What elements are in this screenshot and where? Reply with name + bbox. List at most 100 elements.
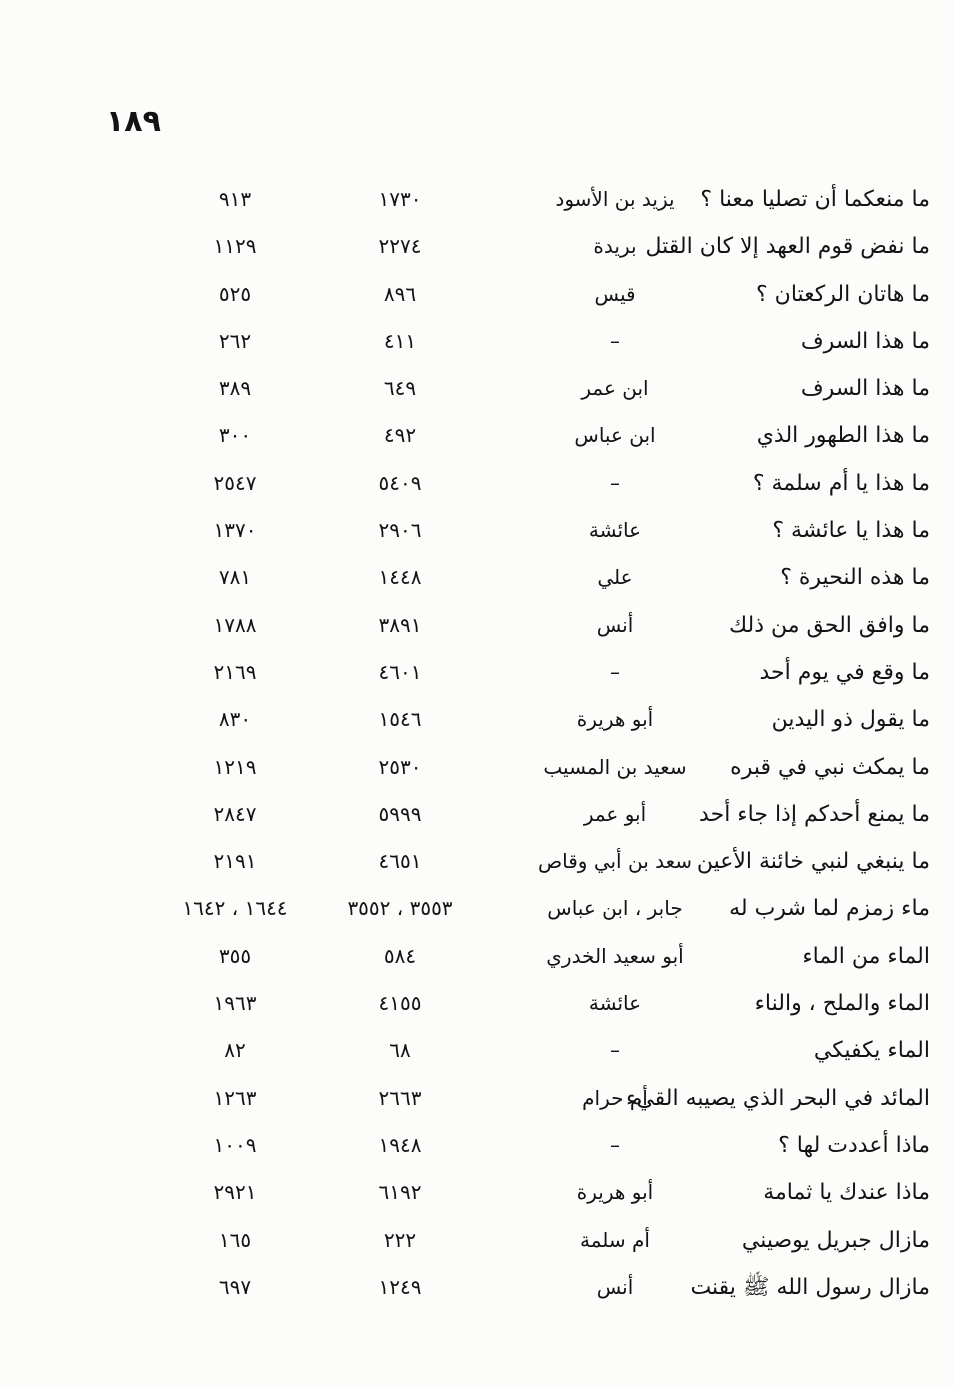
narrator-cell: جابر ، ابن عباس [547, 896, 683, 921]
table-row: مازال رسول الله ﷺ يقنت أنس ١٢٤٩ ٦٩٧ [0, 1264, 954, 1311]
hadith-text-cell: ما وافق الحق من ذلك [729, 612, 930, 638]
table-row: ماذا عندك يا ثمامة أبو هريرة ٦١٩٢ ٢٩٢١ [0, 1169, 954, 1216]
narrator-cell: سعيد بن المسيب [543, 754, 687, 779]
hadith-text-cell: ماء زمزم لما شرب له [729, 896, 930, 922]
table-row: ما يقول ذو اليدين أبو هريرة ١٥٤٦ ٨٣٠ [0, 696, 954, 743]
page-ref-cell: ٨٢ [224, 1038, 246, 1063]
hadith-number-cell: ٤٦٥١ [378, 849, 422, 874]
hadith-number-cell: ١٤٤٨ [378, 565, 422, 590]
hadith-text-cell: الماء من الماء [802, 943, 930, 969]
page-ref-cell: ٩١٣ [218, 187, 252, 211]
narrator-cell: بريدة [593, 234, 637, 259]
hadith-text-cell: الماء يكفيكي [813, 1038, 930, 1064]
table-row: ما هذا السرف – ٤١١ ٢٦٢ [0, 318, 954, 365]
hadith-text-cell: مازال رسول الله ﷺ يقنت [690, 1274, 930, 1300]
page-ref-cell: ١٩٦٣ [213, 991, 257, 1016]
hadith-number-cell: ٦٤٩ [383, 376, 417, 401]
table-row: ما هذه النحيرة ؟ علي ١٤٤٨ ٧٨١ [0, 554, 954, 601]
table-row: ما وقع في يوم أحد – ٤٦٠١ ٢١٦٩ [0, 649, 954, 696]
hadith-number-cell: ٤٩٢ [383, 423, 417, 448]
hadith-number-cell: ٤١٥٥ [378, 991, 422, 1016]
table-row: الماء والملح ، والناء عائشة ٤١٥٥ ١٩٦٣ [0, 980, 954, 1027]
hadith-number-cell: ٢٢٧٤ [378, 234, 422, 259]
hadith-text-cell: ما هذا الطهور الذي [756, 423, 930, 449]
table-row: ما هذا يا أم سلمة ؟ – ٥٤٠٩ ٢٥٤٧ [0, 460, 954, 507]
page-ref-cell: ١٧٨٨ [213, 612, 257, 637]
narrator-cell: سعد بن أبي وقاص [537, 849, 693, 874]
narrator-cell: – [610, 1038, 620, 1063]
page-ref-cell: ٢٥٤٧ [213, 470, 257, 495]
hadith-text-cell: ماذا عندك يا ثمامة [763, 1180, 930, 1206]
page-ref-cell: ٥٢٥ [218, 281, 252, 306]
hadith-number-cell: ٤٦٠١ [378, 659, 422, 684]
narrator-cell: عائشة [588, 991, 642, 1016]
hadith-text-cell: ما منعكما أن تصليا معنا ؟ [700, 187, 930, 212]
hadith-text-cell: ما هذا السرف [800, 328, 930, 354]
page-ref-cell: ٢١٩١ [213, 849, 257, 874]
hadith-text-cell: ما هذا يا عائشة ؟ [772, 518, 930, 544]
page-ref-cell: ١٣٧٠ [213, 518, 257, 543]
hadith-text-cell: ما هذه النحيرة ؟ [780, 565, 930, 591]
table-row: المائد في البحر الذي يصيبه القيء أم حرام… [0, 1075, 954, 1122]
page-ref-cell: ٢٨٤٧ [213, 801, 257, 826]
table-row: ما ينبغي لنبي خائنة الأعين سعد بن أبي وق… [0, 838, 954, 885]
hadith-number-cell: ٥٨٤ [383, 943, 417, 968]
hadith-text-cell: ما هاتان الركعتان ؟ [756, 281, 930, 307]
hadith-text-cell: ما وقع في يوم أحد [759, 659, 930, 685]
hadith-number-cell: ١٥٤٦ [378, 707, 422, 732]
page-ref-cell: ٣٠٠ [218, 423, 252, 448]
table-row: ما وافق الحق من ذلك أنس ٣٨٩١ ١٧٨٨ [0, 602, 954, 649]
narrator-cell: ابن عمر [581, 376, 649, 401]
narrator-cell: أبو هريرة [576, 707, 654, 732]
narrator-cell: أنس [596, 612, 634, 637]
hadith-text-cell: ما يمكث نبي في قبره [730, 754, 930, 780]
page-ref-cell: ٢١٦٩ [213, 659, 257, 684]
narrator-cell: قيس [594, 281, 636, 306]
hadith-number-cell: ٢٦٦٣ [378, 1085, 422, 1110]
hadith-number-cell: ٥٤٠٩ [378, 470, 422, 495]
hadith-number-cell: ٨٩٦ [383, 281, 417, 306]
hadith-text-cell: ما يقول ذو اليدين [771, 707, 930, 733]
page-number: ١٨٩ [106, 104, 161, 139]
narrator-cell: أنس [596, 1274, 634, 1299]
narrator-cell: أبو عمر [583, 801, 647, 826]
hadith-number-cell: ٤١١ [383, 328, 417, 353]
table-row: الماء يكفيكي – ٦٨ ٨٢ [0, 1027, 954, 1074]
page-ref-cell: ١٢٦٣ [213, 1085, 257, 1110]
table-row: ما هذا السرف ابن عمر ٦٤٩ ٣٨٩ [0, 365, 954, 412]
hadith-text-cell: ما يمنع أحدكم إذا جاء أحد [699, 801, 930, 827]
table-row: ما يمكث نبي في قبره سعيد بن المسيب ٢٥٣٠ … [0, 744, 954, 791]
hadith-index-table: ما منعكما أن تصليا معنا ؟ يزيد بن الأسود… [0, 176, 954, 1311]
page-ref-cell: ٢٩٢١ [213, 1180, 257, 1205]
table-row: ما منعكما أن تصليا معنا ؟ يزيد بن الأسود… [0, 176, 954, 223]
hadith-text-cell: ما هذا يا أم سلمة ؟ [752, 470, 930, 496]
page-ref-cell: ٢٦٢ [218, 328, 252, 353]
narrator-cell: أبو سعيد الخدري [546, 943, 684, 968]
hadith-number-cell: ٣٨٩١ [378, 612, 422, 637]
page-ref-cell: ١١٢٩ [213, 234, 257, 259]
page-ref-cell: ٣٥٥ [218, 943, 252, 968]
narrator-cell: عائشة [588, 518, 642, 543]
page-ref-cell: ١٢١٩ [213, 754, 257, 779]
hadith-text-cell: ما ينبغي لنبي خائنة الأعين [696, 849, 930, 875]
narrator-cell: يزيد بن الأسود [555, 187, 675, 211]
hadith-number-cell: ٢٩٠٦ [378, 518, 422, 543]
narrator-cell: علي [597, 565, 633, 590]
table-row: مازال جبريل يوصيني أم سلمة ٢٢٢ ١٦٥ [0, 1217, 954, 1264]
hadith-number-cell: ١٢٤٩ [378, 1274, 422, 1299]
hadith-number-cell: ٦١٩٢ [378, 1180, 422, 1205]
page-ref-cell: ٣٨٩ [218, 376, 252, 401]
narrator-cell: – [610, 659, 620, 684]
hadith-number-cell: ١٧٣٠ [378, 187, 422, 211]
hadith-text-cell: ما نفض قوم العهد إلا كان القتل [645, 234, 930, 260]
table-row: ماء زمزم لما شرب له جابر ، ابن عباس ٣٥٥٣… [0, 885, 954, 932]
page-ref-cell: ١٦٤٤ ، ١٦٤٢ [182, 896, 288, 921]
hadith-number-cell: ٣٥٥٣ ، ٣٥٥٢ [347, 896, 453, 921]
hadith-number-cell: ٥٩٩٩ [378, 801, 422, 826]
table-row: ما هاتان الركعتان ؟ قيس ٨٩٦ ٥٢٥ [0, 271, 954, 318]
hadith-text-cell: ما هذا السرف [800, 376, 930, 402]
narrator-cell: أم سلمة [580, 1227, 650, 1252]
hadith-number-cell: ١٩٤٨ [378, 1132, 422, 1157]
page-ref-cell: ٦٩٧ [218, 1274, 252, 1299]
